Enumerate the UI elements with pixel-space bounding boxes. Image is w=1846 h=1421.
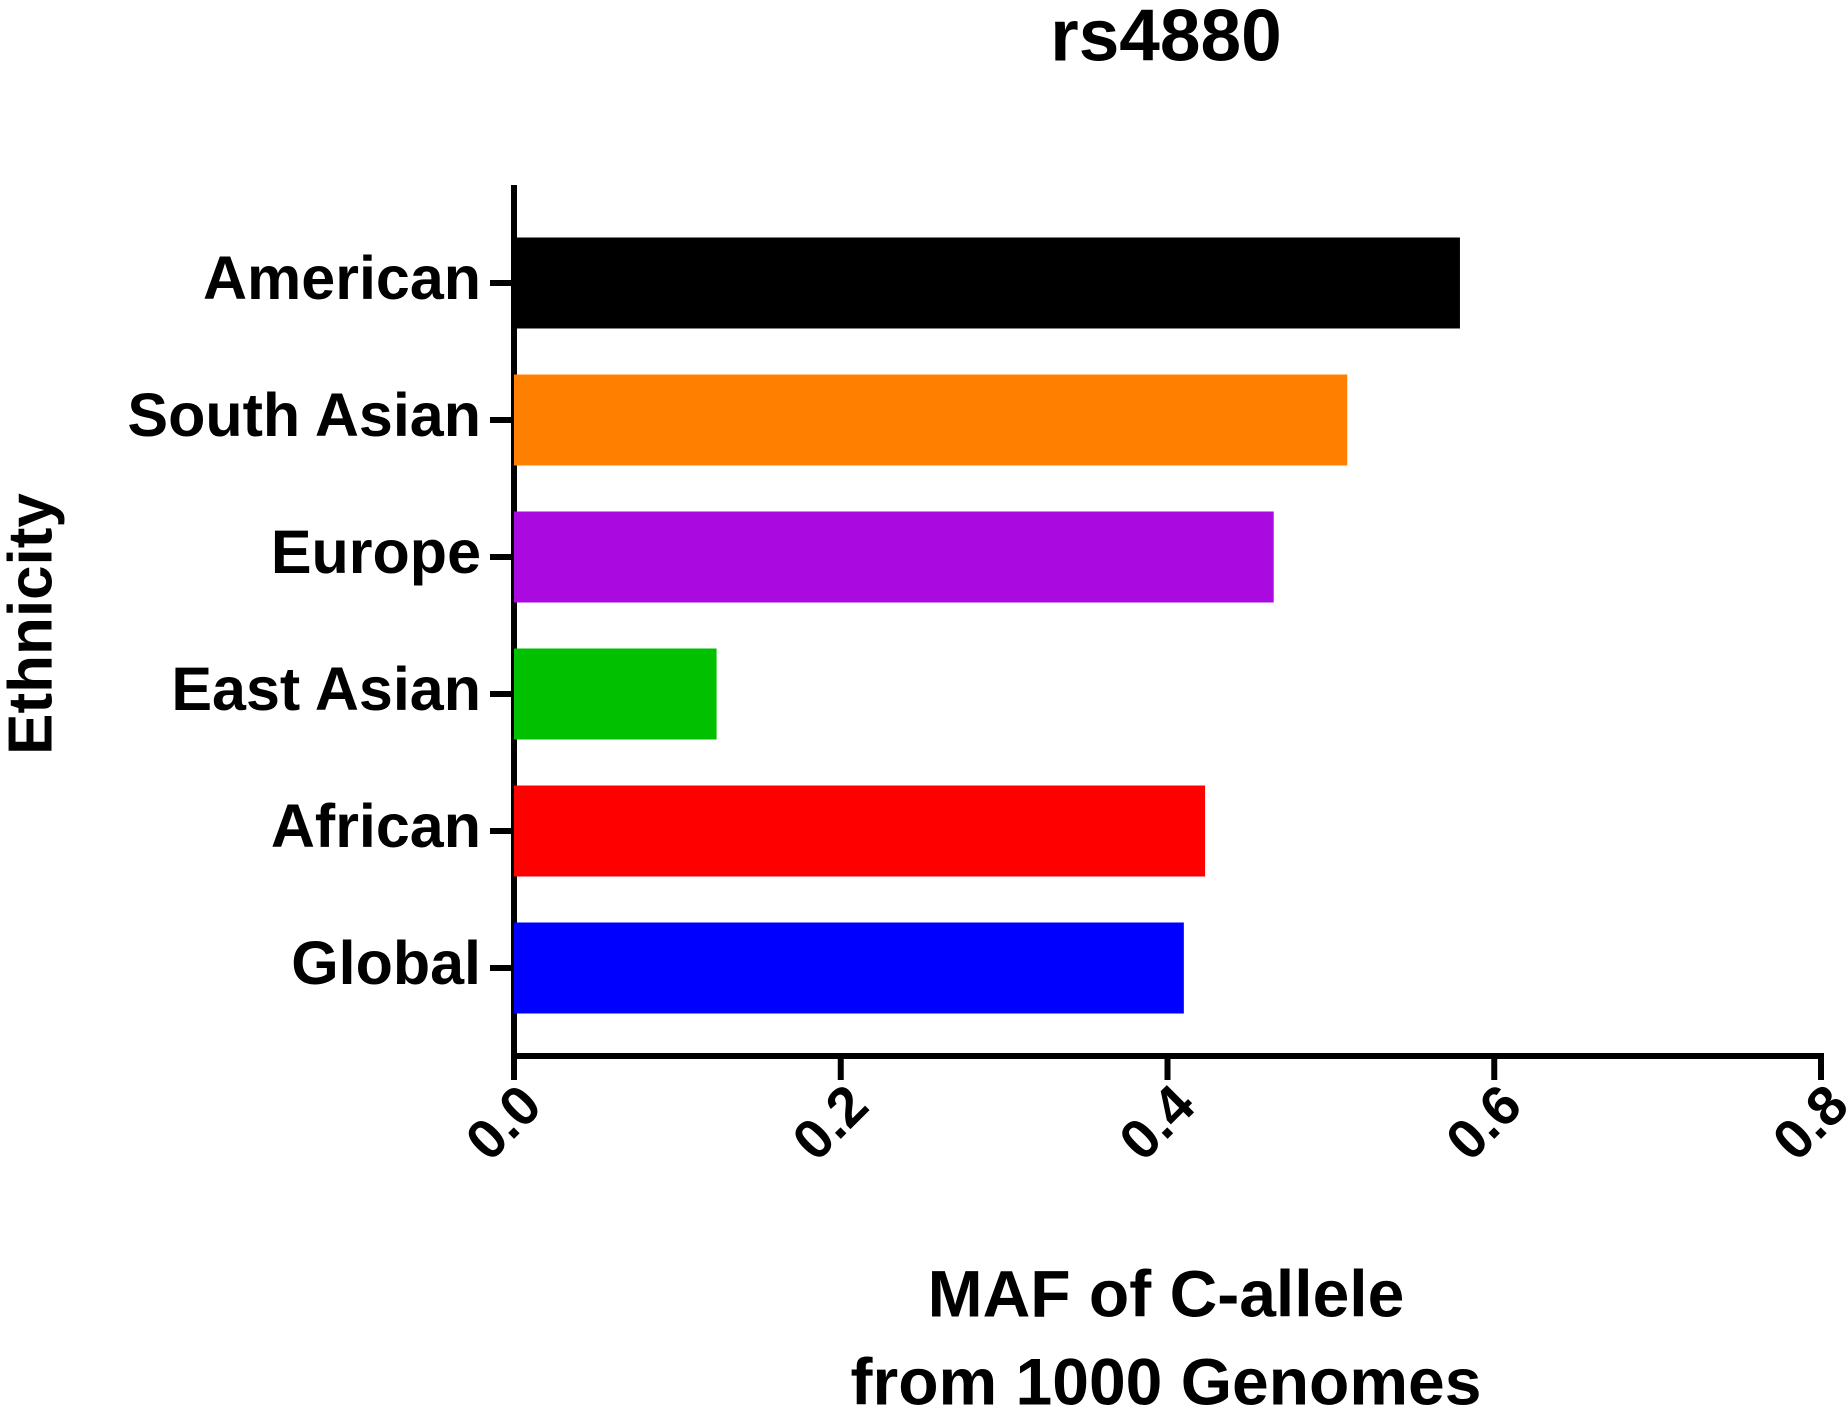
y-tick-label: East Asian	[171, 655, 481, 723]
x-axis-label: from 1000 Genomes	[851, 1344, 1482, 1418]
x-tick-label: 0.8	[1760, 1072, 1846, 1172]
x-tick-label: 0.4	[1107, 1072, 1207, 1172]
bar	[514, 511, 1274, 603]
y-tick-label: African	[271, 792, 481, 860]
bar	[514, 922, 1184, 1014]
y-tick-label: Global	[291, 929, 481, 997]
x-tick-label: 0.0	[453, 1072, 553, 1172]
bar	[514, 648, 717, 740]
y-tick-label: Europe	[271, 518, 481, 586]
x-tick-label: 0.6	[1434, 1072, 1534, 1172]
y-tick-label: South Asian	[127, 381, 481, 449]
y-axis-label: Ethnicity	[0, 493, 65, 755]
chart-title: rs4880	[1050, 0, 1281, 76]
x-axis-label: MAF of C-allele	[928, 1256, 1405, 1330]
bar	[514, 237, 1460, 329]
x-tick-label: 0.2	[780, 1072, 880, 1172]
bar	[514, 785, 1206, 877]
bar	[514, 374, 1348, 466]
y-tick-label: American	[203, 244, 481, 312]
